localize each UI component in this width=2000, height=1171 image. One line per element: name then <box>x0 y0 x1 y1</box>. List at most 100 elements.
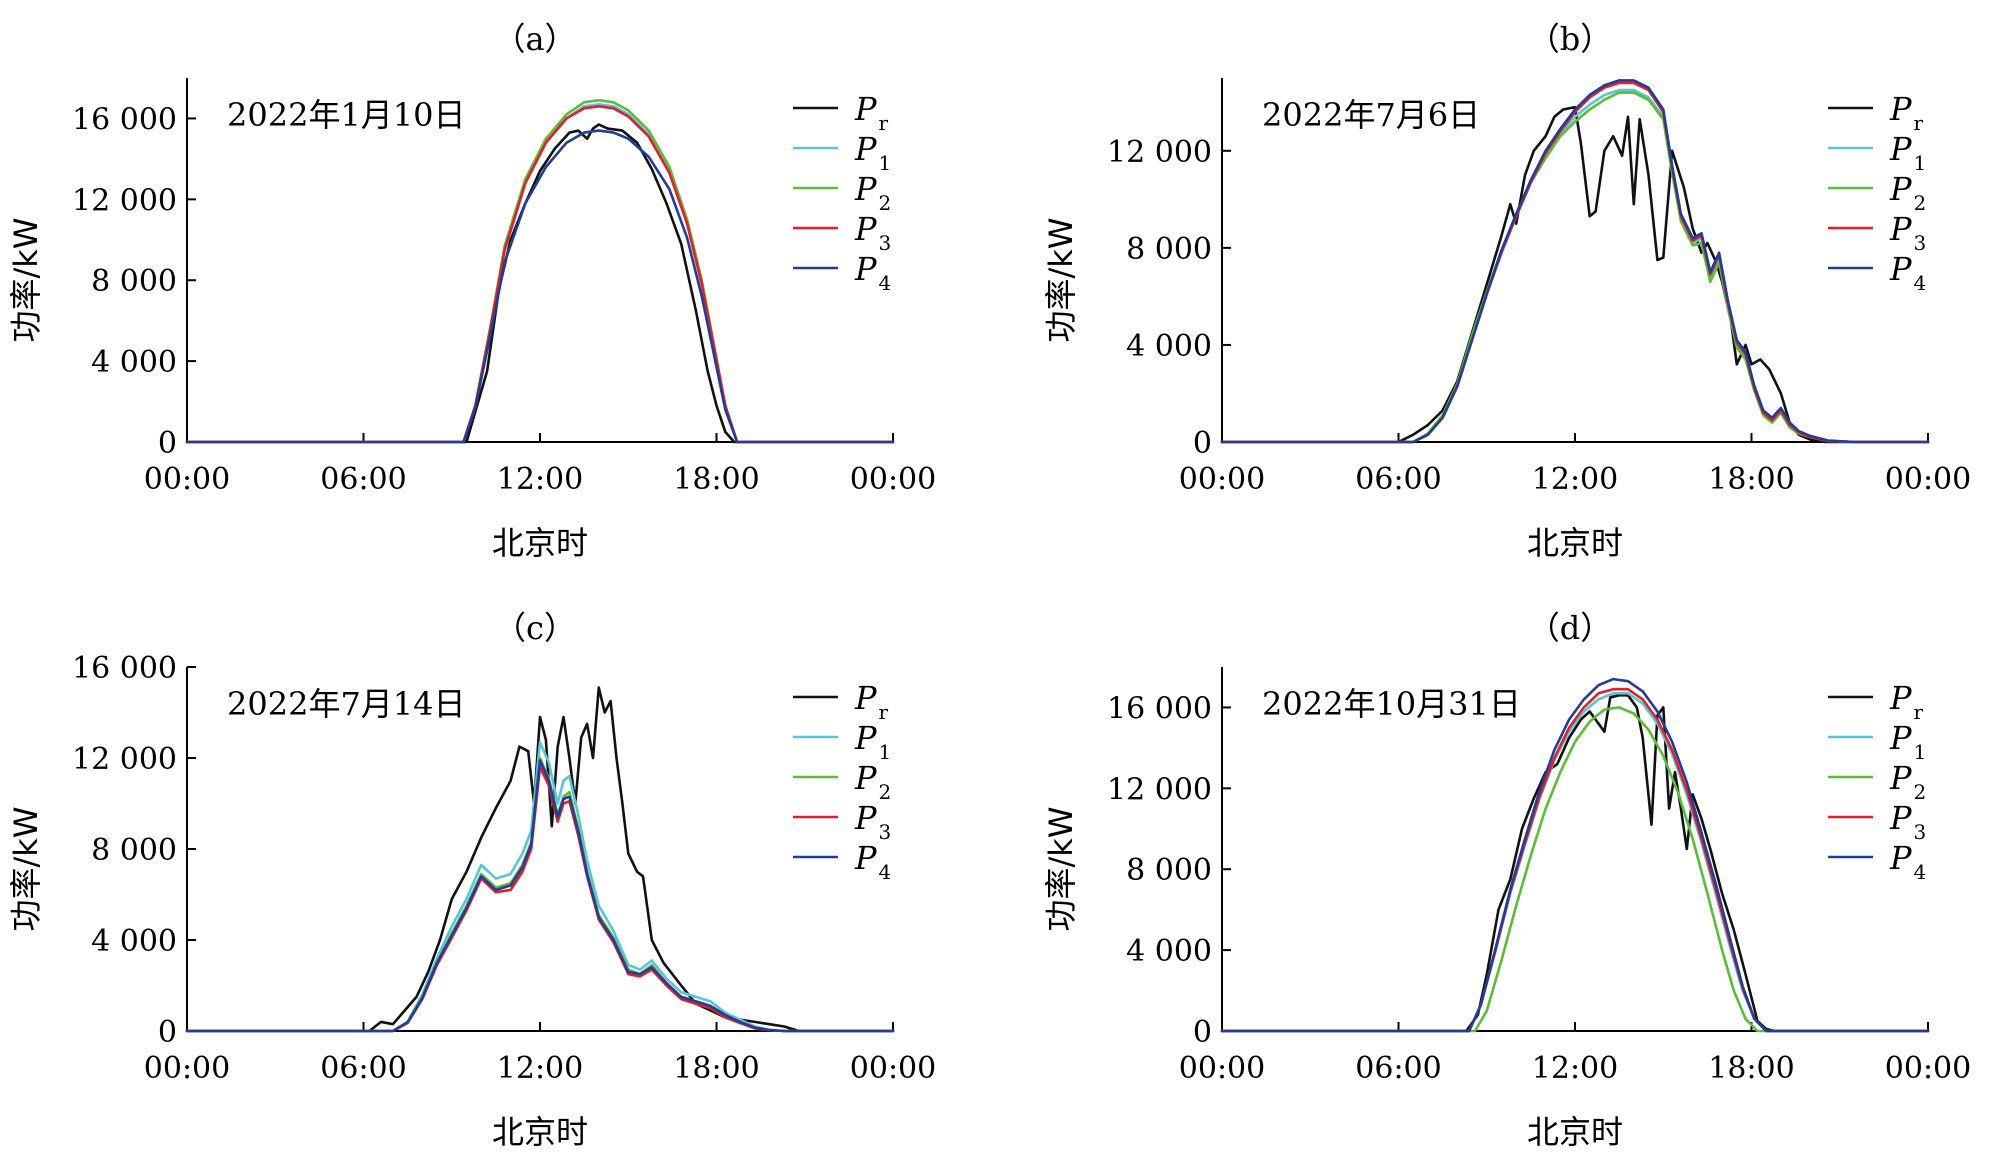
x-tick-label: 12:00 <box>1532 1051 1618 1086</box>
y-axis-title: 功率/kW <box>7 807 45 932</box>
legend-label-subscript: 3 <box>1914 820 1927 844</box>
x-tick-label: 18:00 <box>673 1051 759 1086</box>
y-tick-label: 12 000 <box>72 742 177 777</box>
panel-label: （a） <box>493 20 576 58</box>
legend-label-subscript: r <box>879 700 889 724</box>
legend-label-subscript: 1 <box>1914 151 1927 175</box>
legend-label-subscript: r <box>1914 700 1924 724</box>
legend-label-subscript: 1 <box>879 151 892 175</box>
legend-label-subscript: 4 <box>1914 271 1927 295</box>
y-tick-label: 4 000 <box>91 345 177 380</box>
y-tick-label: 16 000 <box>72 651 177 686</box>
series-line-P1 <box>1220 88 1930 444</box>
legend-label-subscript: r <box>1914 111 1924 135</box>
panel-label: （b） <box>1528 20 1613 58</box>
x-tick-label: 00:00 <box>1885 462 1971 497</box>
legend-label-subscript: 3 <box>879 820 892 844</box>
legend-label-subscript: 4 <box>879 271 892 295</box>
series-line-P3 <box>185 105 895 444</box>
legend-label-subscript: 1 <box>879 740 892 764</box>
legend-label-main: P <box>854 719 877 757</box>
series-line-Pr <box>185 686 895 1033</box>
legend-label-main: P <box>1889 250 1912 288</box>
x-axis-title: 北京时 <box>492 1113 588 1151</box>
legend-label-main: P <box>854 210 877 248</box>
panel-label: （d） <box>1528 609 1613 647</box>
legend-label-subscript: 1 <box>1914 740 1927 764</box>
series-line-P4 <box>1220 79 1930 444</box>
series-line-P3 <box>1220 81 1930 444</box>
y-tick-label: 12 000 <box>1107 135 1212 170</box>
legend-label-main: P <box>854 759 877 797</box>
x-tick-label: 00:00 <box>1885 1051 1971 1086</box>
x-axis-title: 北京时 <box>492 524 588 562</box>
series-line-Pr <box>185 123 895 444</box>
legend-label-main: P <box>1889 130 1912 168</box>
legend-label-main: P <box>1889 170 1912 208</box>
series-line-Pr <box>1220 693 1930 1033</box>
legend-label-main: P <box>854 799 877 837</box>
legend-label-main: P <box>854 250 877 288</box>
y-axis-title: 功率/kW <box>1042 218 1080 343</box>
y-tick-label: 4 000 <box>1126 329 1212 364</box>
x-axis-title: 北京时 <box>1527 524 1623 562</box>
x-tick-label: 12:00 <box>1532 462 1618 497</box>
legend-label-main: P <box>854 170 877 208</box>
x-tick-label: 00:00 <box>850 1051 936 1086</box>
legend-label-main: P <box>1889 90 1912 128</box>
legend-label-main: P <box>1889 799 1912 837</box>
legend-label-subscript: 2 <box>879 780 892 804</box>
y-tick-label: 0 <box>158 1015 177 1050</box>
series-line-P4 <box>185 129 895 444</box>
date-annotation: 2022年10月31日 <box>1262 685 1521 723</box>
legend-label-subscript: 3 <box>1914 231 1927 255</box>
x-axis-title: 北京时 <box>1527 1113 1623 1151</box>
legend-label-subscript: 3 <box>879 231 892 255</box>
y-tick-label: 16 000 <box>1107 691 1212 726</box>
legend-label-main: P <box>854 679 877 717</box>
x-tick-label: 06:00 <box>320 1051 406 1086</box>
x-tick-label: 18:00 <box>1708 462 1794 497</box>
y-tick-label: 4 000 <box>1126 934 1212 969</box>
x-tick-label: 06:00 <box>1355 462 1441 497</box>
x-tick-label: 00:00 <box>1179 1051 1265 1086</box>
legend-label-main: P <box>1889 759 1912 797</box>
legend-label-main: P <box>1889 679 1912 717</box>
x-tick-label: 18:00 <box>673 462 759 497</box>
y-tick-label: 12 000 <box>1107 772 1212 807</box>
y-tick-label: 0 <box>1193 1015 1212 1050</box>
legend-label-main: P <box>1889 210 1912 248</box>
legend-label-main: P <box>1889 719 1912 757</box>
legend-label-subscript: 4 <box>879 860 892 884</box>
y-axis-title: 功率/kW <box>1042 807 1080 932</box>
y-tick-label: 8 000 <box>91 264 177 299</box>
series-line-Pr <box>1220 105 1930 444</box>
legend-label-subscript: r <box>879 111 889 135</box>
y-tick-label: 8 000 <box>1126 853 1212 888</box>
series-line-P2 <box>185 756 895 1033</box>
x-tick-label: 00:00 <box>144 462 230 497</box>
legend-label-subscript: 2 <box>1914 191 1927 215</box>
legend-label-subscript: 2 <box>879 191 892 215</box>
x-tick-label: 00:00 <box>1179 462 1265 497</box>
